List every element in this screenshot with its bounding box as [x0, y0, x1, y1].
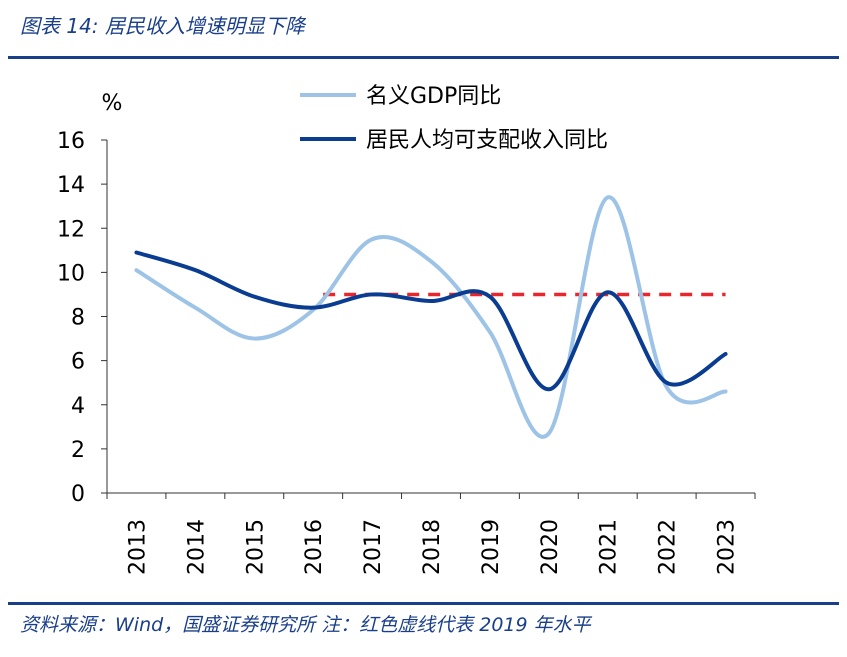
series-line-1 [134, 195, 728, 439]
source-note: 资料来源：Wind，国盛证券研究所 注：红色虚线代表 2019 年水平 [20, 614, 591, 636]
top-divider [8, 56, 839, 59]
x-tick-label: 2016 [302, 519, 327, 575]
chart: 0 2 4 6 8 10 12 14 16% 2013 2014 2015 2016 2017 2018 20… [57, 84, 756, 575]
y-tick-label: 4 [71, 394, 85, 419]
x-tick-label: 2019 [479, 519, 504, 575]
legend-label-2: 居民人均可支配收入同比 [366, 128, 608, 153]
x-tick-label: 2013 [125, 519, 150, 575]
x-tick-label: 2023 [715, 519, 740, 575]
y-tick-label: 8 [71, 306, 85, 331]
x-tick-label: 2014 [184, 519, 209, 575]
y-tick-label: 14 [57, 173, 85, 198]
x-tick-label: 2020 [538, 519, 563, 575]
y-tick-label: 6 [71, 350, 85, 375]
series-line-2 [134, 250, 728, 392]
y-tick-label: 16 [57, 129, 85, 154]
x-tick-label: 2018 [420, 519, 445, 575]
y-tick-label: 12 [57, 217, 85, 242]
y-tick-label: 2 [71, 438, 85, 463]
legend-label-1: 名义GDP同比 [366, 84, 501, 109]
x-tick-label: 2022 [656, 519, 681, 575]
page-title: 图表 14: 居民收入增速明显下降 [20, 14, 305, 38]
y-tick-label: 0 [71, 482, 85, 507]
x-tick-label: 2017 [361, 519, 386, 575]
y-unit-label: % [102, 91, 123, 116]
bottom-divider [8, 602, 839, 605]
x-tick-label: 2015 [243, 519, 268, 575]
y-tick-label: 10 [57, 261, 85, 286]
x-tick-label: 2021 [597, 519, 622, 575]
